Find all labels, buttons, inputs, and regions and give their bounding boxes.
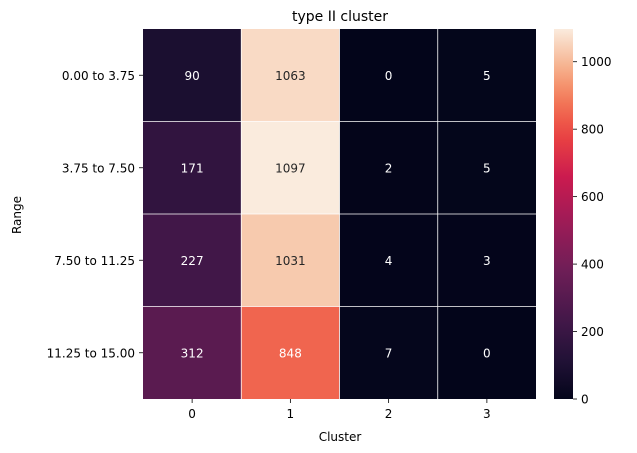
heatmap-cell — [143, 121, 242, 214]
heatmap-cell — [437, 306, 536, 399]
cell-value-label: 312 — [181, 346, 204, 360]
cell-value-label: 848 — [279, 346, 302, 360]
heatmap-cell — [339, 214, 438, 307]
heatmap-cell — [241, 29, 340, 122]
cell-value-label: 3 — [483, 254, 491, 268]
cell-value-label: 1063 — [275, 69, 306, 83]
x-tick-label: 0 — [188, 407, 196, 421]
cell-value-label: 5 — [483, 161, 491, 175]
heatmap-cell — [143, 306, 242, 399]
y-axis-label: Range — [10, 196, 24, 234]
heatmap-cell — [241, 214, 340, 307]
heatmap-cells — [143, 29, 536, 399]
cell-value-label: 171 — [181, 161, 204, 175]
y-axis: 0.00 to 3.75 3.75 to 7.50 7.50 to 11.25 11.… — [47, 69, 143, 360]
heatmap-cell — [339, 121, 438, 214]
heatmap-cell — [437, 121, 536, 214]
cell-value-label: 90 — [184, 69, 199, 83]
colorbar-tick-label: 0 — [581, 393, 589, 407]
heatmap-cell — [143, 214, 242, 307]
colorbar: 0 200 400 600 800 1000 — [554, 29, 612, 407]
cell-value-label: 0 — [385, 69, 393, 83]
heatmap-cell — [339, 29, 438, 122]
cell-value-label: 2 — [385, 161, 393, 175]
cell-value-label: 4 — [385, 254, 393, 268]
colorbar-tick-label: 200 — [581, 325, 604, 339]
x-tick-label: 3 — [483, 407, 491, 421]
colorbar-tick-label: 1000 — [581, 55, 612, 69]
cell-gridlines — [143, 29, 536, 399]
colorbar-gradient — [554, 29, 573, 399]
colorbar-tick-label: 600 — [581, 190, 604, 204]
heatmap-cell — [241, 306, 340, 399]
heatmap-cell — [241, 121, 340, 214]
y-tick-label: 3.75 to 7.50 — [62, 161, 135, 175]
y-tick-label: 11.25 to 15.00 — [47, 346, 135, 360]
x-tick-label: 1 — [287, 407, 295, 421]
cell-value-label: 5 — [483, 69, 491, 83]
x-tick-label: 2 — [385, 407, 393, 421]
colorbar-tick-label: 400 — [581, 258, 604, 272]
heatmap-cell — [339, 306, 438, 399]
x-axis-label: Cluster — [319, 430, 362, 444]
chart-title: type II cluster — [292, 9, 388, 25]
cell-value-labels: 90 1063 0 5 171 1097 2 5 227 1031 4 3 312 848 7 0 — [181, 69, 491, 361]
cell-value-label: 227 — [181, 254, 204, 268]
y-tick-label: 0.00 to 3.75 — [62, 69, 135, 83]
x-axis: 0 1 2 3 — [188, 399, 491, 421]
cell-value-label: 7 — [385, 346, 393, 360]
cell-value-label: 0 — [483, 346, 491, 360]
heatmap-cell — [143, 29, 242, 122]
y-tick-label: 7.50 to 11.25 — [54, 254, 135, 268]
cell-value-label: 1097 — [275, 161, 306, 175]
cell-value-label: 1031 — [275, 254, 306, 268]
heatmap-cell — [437, 29, 536, 122]
colorbar-tick-label: 800 — [581, 123, 604, 137]
heatmap-cell — [437, 214, 536, 307]
